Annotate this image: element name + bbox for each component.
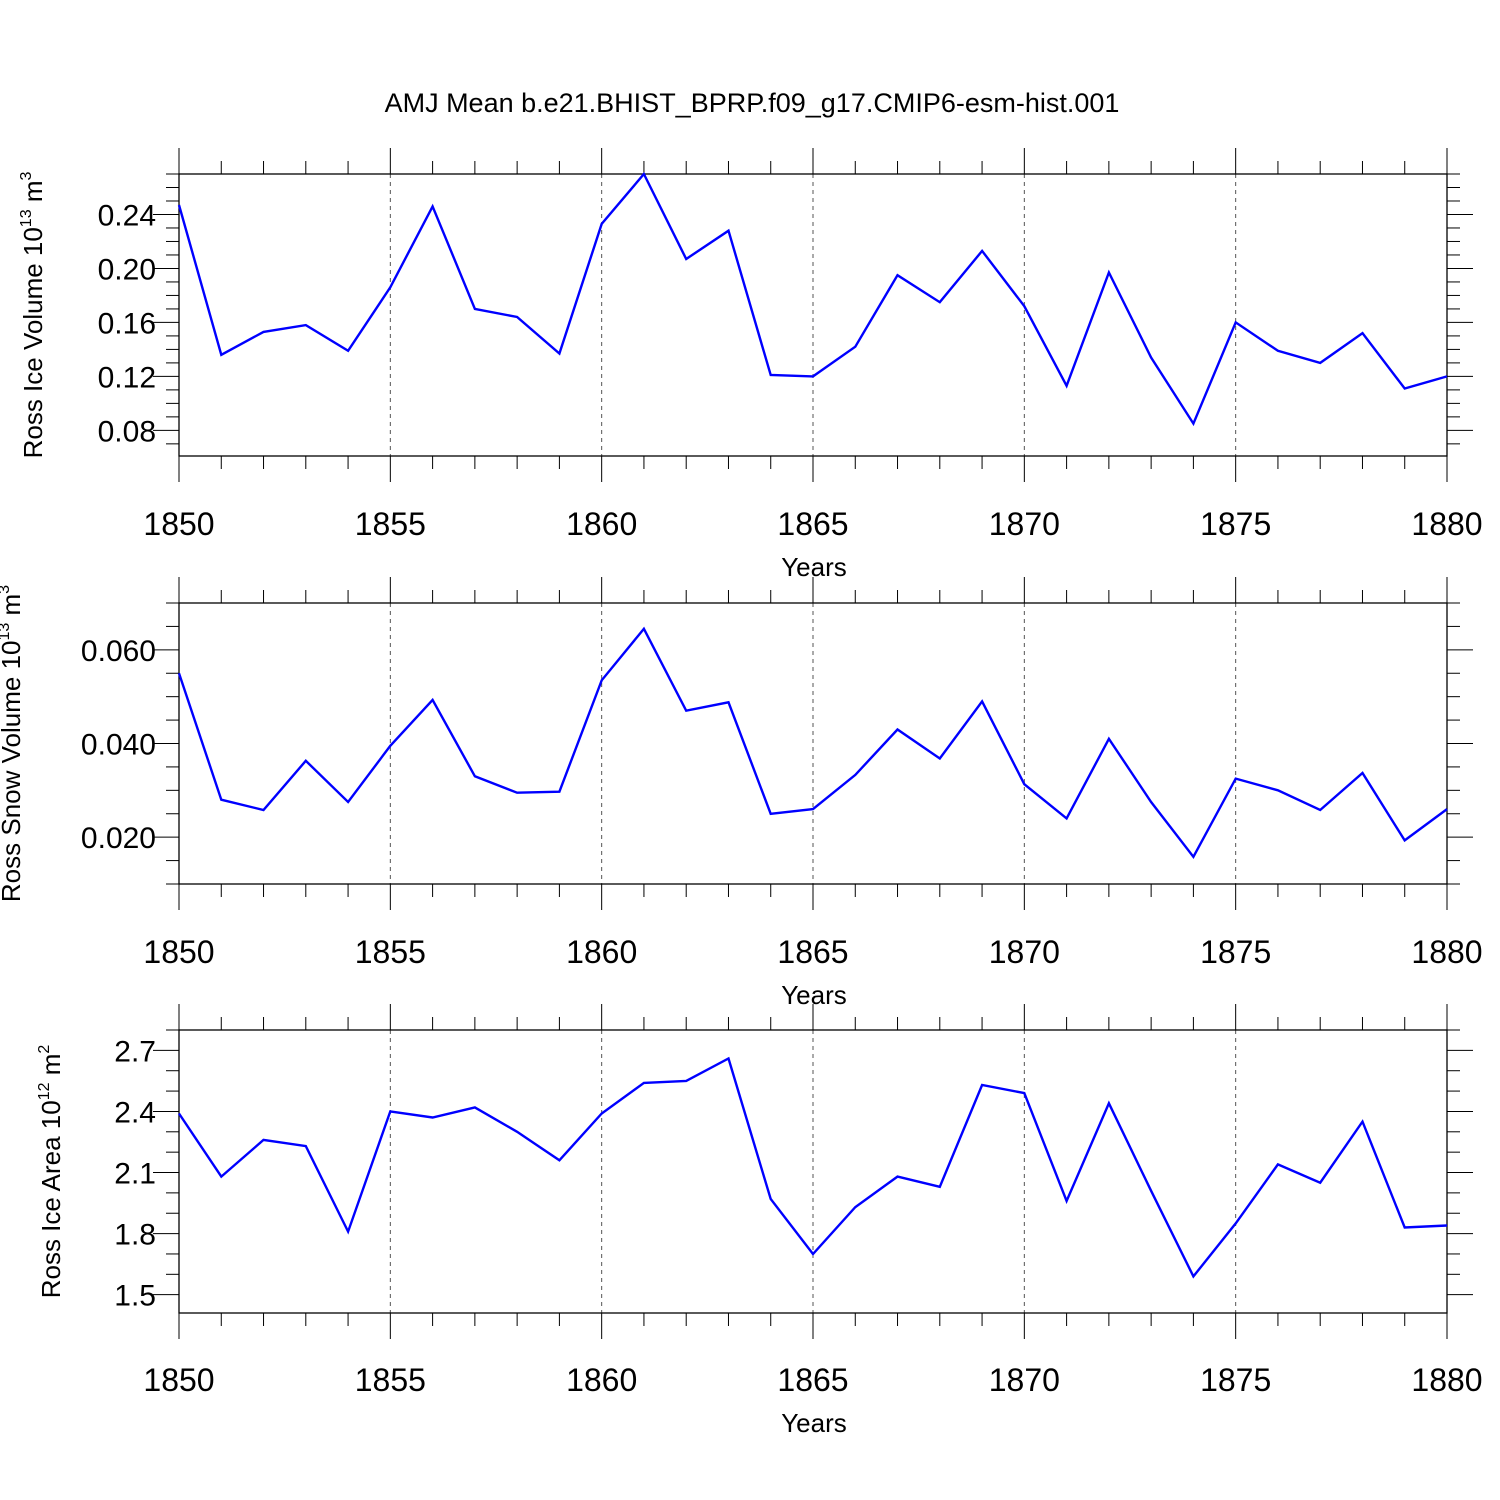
y-tick-label: 2.4 [114, 1096, 156, 1129]
x-tick-label: 1875 [1200, 934, 1271, 970]
x-tick-label: 1860 [566, 1362, 637, 1398]
x-tick-label: 1865 [777, 1362, 848, 1398]
figure-title: AMJ Mean b.e21.BHIST_BPRP.f09_g17.CMIP6-… [385, 88, 1120, 118]
y-axis-label: Ross Ice Area 1012 m2 [36, 1045, 66, 1299]
panel-1: 1850 1855 1860 1865 1870 1875 1880 0.08 0.12 0.16… [18, 148, 1483, 582]
y-tick-label: 0.20 [98, 253, 156, 286]
x-tick-label: 1870 [989, 506, 1060, 542]
x-tick-label: 1875 [1200, 1362, 1271, 1398]
y-tick-label: 1.5 [114, 1280, 156, 1313]
panel-2: 1850 1855 1860 1865 1870 1875 1880 0.020 0.040 0.… [0, 577, 1483, 1010]
x-tick-label: 1870 [989, 1362, 1060, 1398]
series-line [177, 626, 1448, 859]
x-tick-label: 1860 [566, 506, 637, 542]
series-line [177, 171, 1448, 427]
y-tick-label: 2.7 [114, 1035, 156, 1068]
x-tick-label: 1880 [1411, 934, 1482, 970]
series-line [178, 1056, 1448, 1279]
y-tick-label: 0.16 [98, 307, 156, 340]
x-tick-label: 1850 [143, 934, 214, 970]
y-axis-label: Ross Snow Volume 1013 m3 [0, 585, 26, 902]
y-axis-label: Ross Ice Volume 1013 m3 [18, 171, 48, 458]
y-tick-label: 2.1 [114, 1158, 156, 1191]
y-tick-label: 0.24 [98, 199, 156, 232]
x-tick-label: 1855 [355, 934, 426, 970]
y-tick-label: 1.8 [114, 1219, 156, 1252]
x-tick-label: 1855 [355, 1362, 426, 1398]
panel-3: 1850 1855 1860 1865 1870 1875 1880 1.5 1.8 2.1 2.4… [36, 1004, 1483, 1438]
x-axis-label: Years [781, 1408, 847, 1438]
x-tick-label: 1865 [777, 506, 848, 542]
y-tick-label: 0.08 [98, 415, 156, 448]
x-tick-label: 1880 [1411, 506, 1482, 542]
x-tick-label: 1875 [1200, 506, 1271, 542]
x-tick-label: 1870 [989, 934, 1060, 970]
x-tick-label: 1855 [355, 506, 426, 542]
x-tick-label: 1880 [1411, 1362, 1482, 1398]
y-tick-label: 0.040 [81, 729, 156, 762]
y-tick-label: 0.020 [81, 822, 156, 855]
x-tick-label: 1860 [566, 934, 637, 970]
y-tick-label: 0.12 [98, 361, 156, 394]
x-tick-label: 1850 [143, 1362, 214, 1398]
y-tick-label: 0.060 [81, 635, 156, 668]
x-axis-label: Years [781, 980, 847, 1010]
x-tick-label: 1865 [777, 934, 848, 970]
x-axis-label: Years [781, 552, 847, 582]
x-tick-label: 1850 [143, 506, 214, 542]
